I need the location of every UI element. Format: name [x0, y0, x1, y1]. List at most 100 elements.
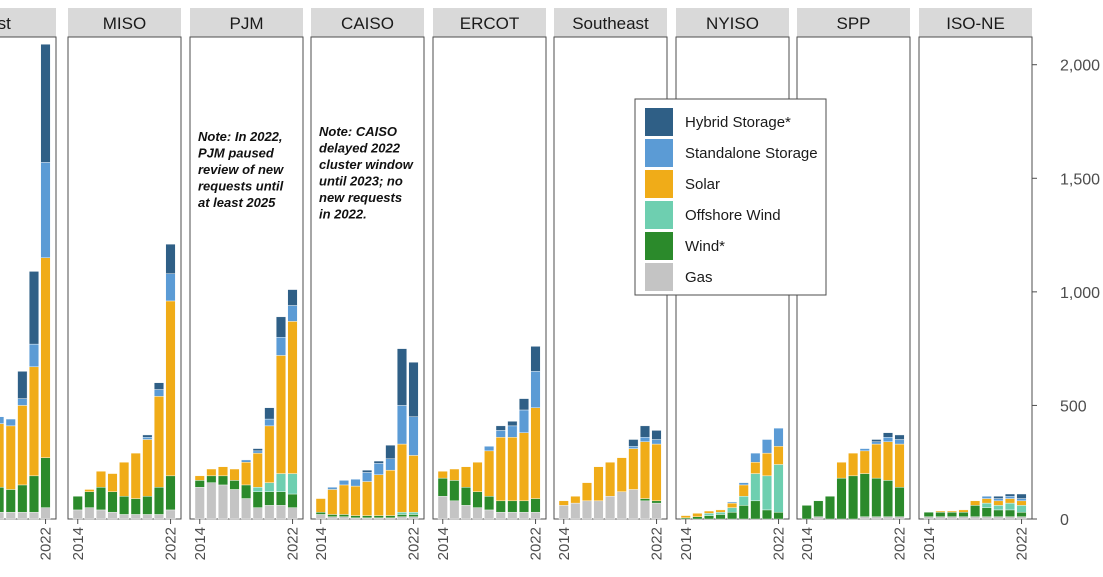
- panel-caiso: [310, 36, 425, 520]
- bar-southeast-2018-solar: [605, 462, 616, 497]
- bar-spp-2022-gas: [894, 516, 905, 520]
- bar-caiso-2022-solar: [408, 455, 419, 513]
- bar-caiso-2021-standalone-storage: [397, 405, 407, 445]
- bar-iso-ne-2014-wind: [923, 511, 934, 517]
- bar-miso-2016-solar: [95, 471, 106, 488]
- bar-caiso-2020-hybrid-storage: [385, 444, 396, 460]
- bar-nyiso-2020-offshore-wind: [750, 473, 761, 502]
- x-tick-label-nyiso-2014: 2014: [678, 527, 695, 560]
- bar-pjm-2015-gas: [206, 482, 217, 520]
- y-tick-label-500: 500: [1060, 398, 1087, 415]
- panel-est: [0, 36, 57, 520]
- bar-iso-ne-2020-standalone-storage: [993, 498, 1004, 502]
- bar-caiso-2016-solar: [339, 484, 349, 515]
- legend: Hybrid Storage* Standalone Storage Solar Of…: [634, 98, 827, 296]
- bar-caiso-2014-wind: [315, 511, 326, 515]
- bar-iso-ne-2022-wind: [1016, 511, 1027, 517]
- bar-pjm-2017-gas: [229, 489, 240, 520]
- bar-miso-2021-wind: [153, 487, 164, 515]
- bar-ercot-2020-standalone-storage: [507, 425, 518, 438]
- bar-ercot-2021-wind: [519, 500, 529, 513]
- x-tick-label-ercot-2014: 2014: [435, 527, 452, 560]
- bar-ercot-2016-solar: [461, 466, 471, 488]
- bar-spp-2019-standalone-storage: [859, 448, 870, 452]
- strip-pjm: [190, 8, 303, 37]
- bar-caiso-2016-standalone-storage: [339, 480, 349, 486]
- note-caiso-line-3: cluster window: [319, 157, 414, 172]
- bar-iso-ne-2019-gas: [981, 516, 992, 520]
- bar-spp-2017-wind: [836, 477, 847, 520]
- bar-pjm-2015-solar: [206, 468, 217, 477]
- bar-nyiso-2018-solar: [727, 502, 738, 508]
- note-caiso-line-2: delayed 2022: [319, 141, 401, 156]
- bar-spp-2022-solar: [894, 443, 905, 488]
- bar-nyiso-2021-offshore-wind: [762, 475, 772, 511]
- bar-pjm-2020-wind: [264, 491, 275, 506]
- bar-spp-2019-gas: [859, 516, 870, 520]
- strip-ercot: [433, 8, 546, 37]
- bar-spp-2022-wind: [894, 487, 905, 517]
- bar-ercot-2022-wind: [530, 498, 541, 513]
- bar-miso-2019-wind: [130, 498, 141, 515]
- bar-miso-2015-solar: [84, 489, 95, 492]
- bar-pjm-2020-hybrid-storage: [264, 407, 275, 420]
- bar-pjm-2019-gas: [252, 507, 263, 520]
- bar-miso-2015-wind: [84, 491, 95, 508]
- bar-spp-2020-solar: [871, 443, 882, 479]
- bar-ercot-2020-gas: [507, 511, 518, 520]
- bar-iso-ne-2015-wind: [935, 511, 946, 517]
- bar-pjm-2021-wind: [276, 491, 286, 506]
- bar-ercot-2018-wind: [484, 496, 495, 511]
- bar-ercot-2022-hybrid-storage: [530, 346, 541, 372]
- bar-caiso-2014-solar: [315, 498, 326, 513]
- bar-miso-2020-hybrid-storage: [142, 434, 153, 438]
- bar-miso-2018-wind: [119, 496, 130, 515]
- bar-southeast-2022-gas: [651, 502, 662, 520]
- x-tick-label-southeast-2022: 2022: [649, 527, 666, 560]
- bar-iso-ne-2022-offshore-wind: [1016, 505, 1027, 513]
- bar-caiso-2022-standalone-storage: [408, 416, 419, 456]
- strip-miso: [68, 8, 181, 37]
- bar-spp-2015-gas: [813, 516, 824, 520]
- bar-pjm-2021-standalone-storage: [276, 337, 286, 356]
- bar-caiso-2020-standalone-storage: [385, 458, 396, 471]
- bar-iso-ne-2018-wind: [970, 505, 981, 517]
- bar-pjm-2019-wind: [252, 491, 263, 508]
- bar-pjm-2014-gas: [194, 487, 205, 520]
- bar-southeast-2015-solar: [570, 496, 581, 504]
- strip-label-pjm: PJM: [230, 14, 264, 33]
- x-tick-label-pjm-2022: 2022: [285, 527, 302, 560]
- bar-nyiso-2019-wind: [738, 505, 749, 520]
- bar-pjm-2022-wind: [287, 493, 298, 508]
- bar-iso-ne-2020-offshore-wind: [993, 505, 1004, 511]
- bar-ercot-2015-wind: [449, 480, 460, 502]
- bar-caiso-2018-standalone-storage: [362, 472, 373, 482]
- bar-caiso-2021-wind: [397, 514, 407, 517]
- bar-miso-2016-gas: [95, 509, 106, 520]
- bar-nyiso-2021-solar: [762, 452, 772, 477]
- bar-nyiso-2016-wind: [704, 515, 714, 520]
- y-axis: 0 500 1,000 1,500 2,000: [1032, 58, 1100, 529]
- bar-ercot-2019-wind: [495, 500, 506, 513]
- legend-label-standalone-storage: Standalone Storage: [685, 145, 818, 162]
- bar-nyiso-2017-solar: [715, 509, 726, 513]
- strip-label-iso-ne: ISO-NE: [946, 14, 1005, 33]
- bar-miso-2022-solar: [165, 300, 176, 477]
- bar-miso-2018-solar: [119, 462, 130, 497]
- bar-spp-2018-wind: [848, 475, 859, 520]
- x-tick-label-ercot-2022: 2022: [528, 527, 545, 560]
- bar-southeast-2020-solar: [628, 448, 639, 490]
- bar-caiso-2016-gas: [339, 516, 349, 520]
- bar-pjm-2017-solar: [229, 468, 240, 481]
- bar-pjm-2019-solar: [252, 452, 263, 488]
- legend-label-gas: Gas: [685, 269, 713, 286]
- bar-caiso-2021-hybrid-storage: [397, 348, 407, 406]
- bar-caiso-2022-wind: [408, 514, 419, 517]
- bar-spp-2014-wind: [801, 505, 812, 520]
- bar-ercot-2022-solar: [530, 407, 541, 499]
- bar-pjm-2016-gas: [217, 484, 228, 520]
- bar-southeast-2021-solar: [640, 441, 650, 499]
- bar-pjm-2020-gas: [264, 505, 275, 520]
- x-axis-ticks: 2014 2022 2014 2022 2014 2022 2014 2022 2014 2022…: [38, 519, 1031, 560]
- bar-est-2018-wind: [0, 487, 5, 513]
